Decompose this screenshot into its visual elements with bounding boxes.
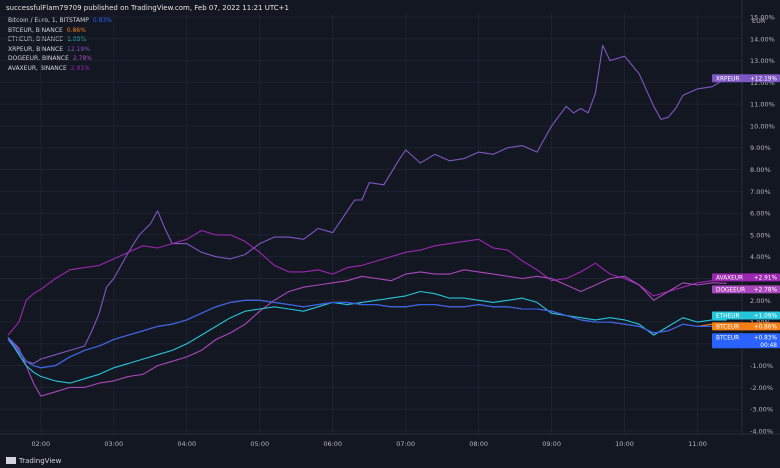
price-label-name: BTCEUR — [716, 325, 739, 331]
series-line-dogeeur — [7, 269, 727, 397]
price-label-box — [712, 333, 780, 349]
legend-item-label: BTCEUR, BINANCE — [8, 26, 63, 34]
legend-item-label: DOGEEUR, BINANCE — [8, 55, 69, 62]
price-label-box — [712, 74, 780, 83]
price-label-btceur: BTCEUR +0.86% — [712, 322, 780, 331]
legend-item[interactable]: Bitcoin / Euro, 1, BITSTAMP 0.83% — [8, 16, 112, 26]
x-tick-label: 06:00 — [323, 440, 342, 448]
price-label-btceur: BTCEUR +0.83%00:48 — [712, 333, 780, 349]
grid — [0, 14, 742, 434]
tradingview-logo-icon — [6, 457, 16, 464]
y-tick-label: 15.00% — [750, 14, 775, 22]
x-tick-label: 08:00 — [469, 440, 488, 448]
price-label-value: +2.91% — [754, 276, 778, 282]
price-label-value: +0.83% — [754, 336, 778, 342]
y-tick-label: 10.00% — [750, 122, 775, 130]
chart-legend: Bitcoin / Euro, 1, BITSTAMP 0.83% BTCEUR, … — [8, 16, 112, 73]
x-tick-label: 04:00 — [177, 440, 196, 448]
y-tick-label: 2.00% — [750, 297, 771, 305]
legend-item[interactable]: AVAXEUR, BINANCE 2.91% — [8, 64, 112, 74]
price-label-name: AVAXEUR — [716, 276, 743, 282]
price-label-name: BTCEUR — [716, 336, 739, 342]
y-tick-label: 12.00% — [750, 79, 775, 87]
price-label-name: ETHEUR — [716, 314, 740, 320]
price-label-name: DOGEEUR — [716, 288, 745, 294]
footer-brand-label: TradingView — [19, 457, 62, 465]
x-tick-label: 05:00 — [250, 440, 269, 448]
y-tick-label: 6.00% — [750, 210, 771, 218]
price-label-countdown: 00:48 — [760, 343, 777, 349]
series-line-btceur — [7, 299, 727, 369]
price-label-value: +1.09% — [754, 314, 778, 320]
currency-label: EUR — [752, 17, 766, 25]
x-tick-label: 03:00 — [104, 440, 123, 448]
x-tick-label: 10:00 — [615, 440, 634, 448]
publisher-line: successfulFlam79709 published on Trading… — [6, 4, 289, 12]
price-label-box — [712, 285, 780, 294]
x-tick-label: 02:00 — [31, 440, 50, 448]
x-tick-label: 09:00 — [542, 440, 561, 448]
price-label-xrpeur: XRPEUR +12.19% — [712, 74, 780, 82]
y-tick-label: 7.00% — [750, 188, 771, 196]
legend-item-label: Bitcoin / Euro, 1, BITSTAMP — [8, 17, 89, 24]
price-label-avaxeur: AVAXEUR +2.91% — [712, 273, 780, 282]
y-tick-label: 5.00% — [750, 231, 771, 239]
price-label-box — [712, 273, 780, 282]
legend-item-value: 2.78% — [72, 55, 92, 62]
legend-item-value: 0.83% — [92, 17, 112, 24]
legend-item[interactable]: XRPEUR, BINANCE 12.19% — [8, 45, 112, 55]
y-tick-label: -3.00% — [750, 406, 773, 414]
price-label-value: +2.78% — [754, 288, 778, 294]
x-tick-label: 11:00 — [688, 440, 707, 448]
price-label-dogeeur: DOGEEUR +2.78% — [712, 285, 780, 294]
series-line-avaxeur — [7, 229, 727, 336]
legend-item[interactable]: ETHEUR, BINANCE 1.09% — [8, 35, 112, 45]
series-line-btceur — [7, 299, 727, 369]
legend-item-value: 2.91% — [70, 64, 90, 72]
price-label-name: XRPEUR — [716, 76, 739, 82]
series-line-xrpeur — [7, 44, 727, 365]
price-label-box — [712, 311, 780, 320]
price-label-box — [712, 322, 780, 331]
series-line-etheur — [7, 290, 727, 384]
legend-item[interactable]: BTCEUR, BINANCE 0.86% — [8, 26, 112, 36]
price-label-etheur: ETHEUR +1.09% — [712, 311, 780, 320]
legend-item[interactable]: DOGEEUR, BINANCE 2.78% — [8, 54, 112, 64]
y-tick-label: 11.00% — [750, 101, 775, 109]
price-label-value: +0.86% — [754, 325, 778, 331]
y-tick-label: -1.00% — [750, 362, 773, 370]
y-tick-label: 14.00% — [750, 35, 775, 43]
price-label-value: +12.19% — [750, 76, 777, 82]
legend-item-label: AVAXEUR, BINANCE — [8, 64, 67, 72]
legend-item-value: 0.86% — [66, 26, 86, 34]
x-tick-label: 07:00 — [396, 440, 415, 448]
y-tick-label: 13.00% — [750, 57, 775, 65]
y-tick-label: 8.00% — [750, 166, 771, 174]
legend-item-label: ETHEUR, BINANCE — [8, 36, 64, 43]
y-tick-label: -4.00% — [750, 428, 773, 436]
y-tick-label: 4.00% — [750, 253, 771, 261]
footer-brand: TradingView — [6, 457, 61, 465]
y-tick-label: 9.00% — [750, 144, 771, 152]
legend-item-label: XRPEUR, BINANCE — [8, 45, 64, 53]
legend-item-value: 12.19% — [67, 45, 90, 53]
y-tick-label: -2.00% — [750, 384, 773, 392]
legend-item-value: 1.09% — [67, 36, 87, 43]
